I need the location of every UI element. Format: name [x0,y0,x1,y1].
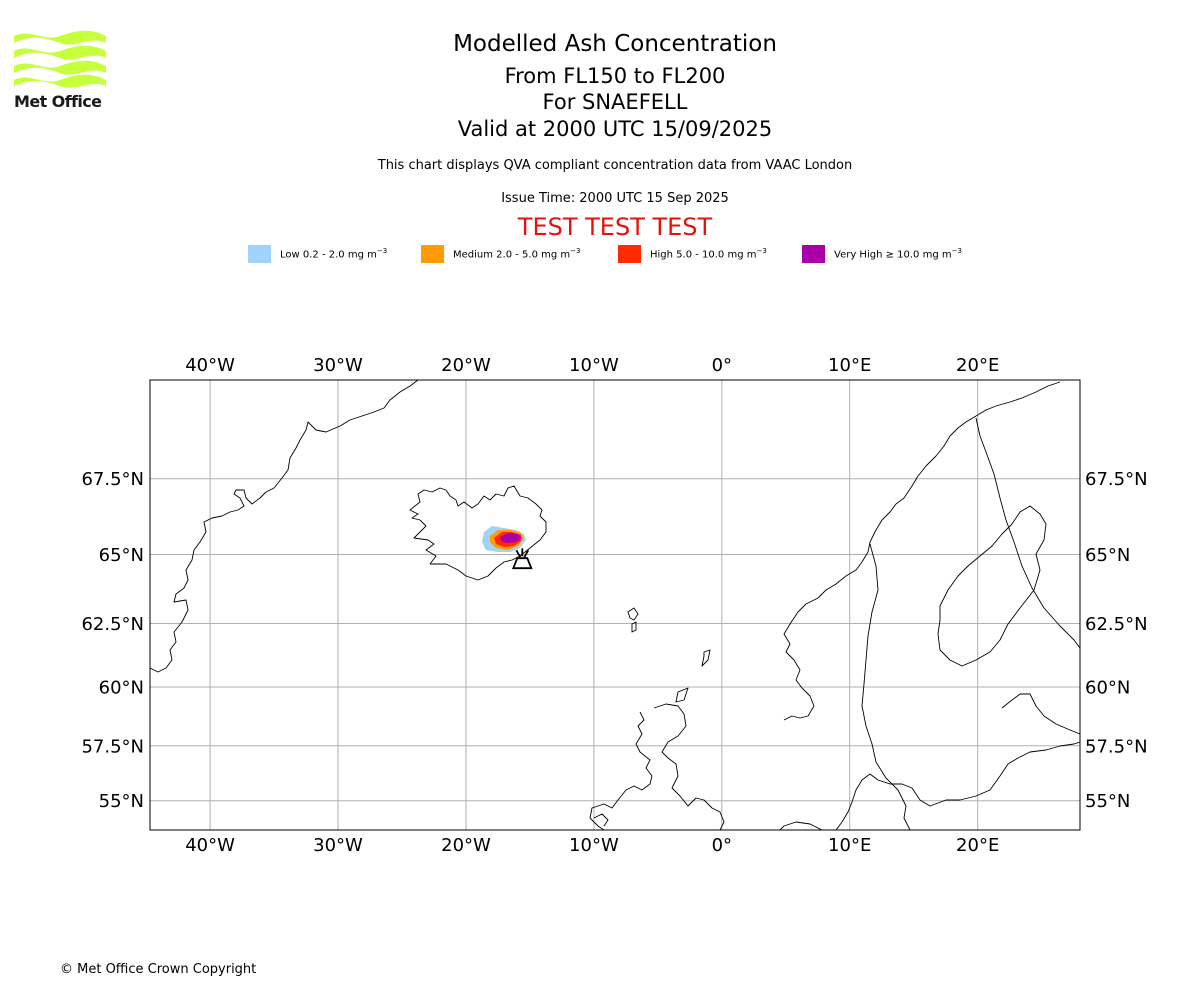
chart-description: This chart displays QVA compliant concen… [377,158,853,173]
lat-tick-label-left: 60°N [99,678,144,699]
chart-title: Modelled Ash Concentration [453,31,777,57]
lat-tick-label-left: 57.5°N [81,736,144,757]
coastline-scandinavia [783,381,1080,830]
lon-tick-label-bottom: 40°W [185,835,235,856]
gridlines [150,380,1080,830]
legend-swatch-low [248,245,271,263]
ash-area-very-high [500,533,522,543]
lon-tick-label-top: 0° [712,355,732,376]
lon-tick-label-bottom: 10°W [569,835,619,856]
tick-labels: 40°W 40°W 30°W 30°W 20°W 20°W 10°W 10°W 0° 0° 10°E… [81,355,1147,856]
coastline-greenland [150,380,419,673]
legend-swatch-very-high [802,245,825,263]
legend-label-very-high: Very High ≥ 10.0 mg m−3 [834,247,962,261]
legend-label-low: Low 0.2 - 2.0 mg m−3 [280,247,388,261]
lat-tick-label-right: 62.5°N [1085,614,1148,635]
lat-tick-label-left: 65°N [99,545,144,566]
coastline-mainland-europe [779,693,1080,830]
lon-tick-label-bottom: 20°W [441,835,491,856]
flight-level-range: From FL150 to FL200 [504,64,726,88]
lat-tick-label-right: 65°N [1085,545,1130,566]
met-office-logo-text: Met Office [14,92,102,111]
map-frame [149,379,1081,831]
coastline-faroe [627,607,639,633]
lon-tick-label-top: 20°E [956,355,999,376]
lon-tick-label-bottom: 20°E [956,835,999,856]
test-banner: TEST TEST TEST [517,213,713,241]
lon-tick-label-top: 10°W [569,355,619,376]
legend-swatch-high [618,245,641,263]
issue-time: Issue Time: 2000 UTC 15 Sep 2025 [501,191,729,206]
volcano-name: For SNAEFELL [542,90,688,114]
copyright-notice: © Met Office Crown Copyright [60,962,257,977]
lat-tick-label-right: 57.5°N [1085,736,1148,757]
lat-tick-label-left: 55°N [99,791,144,812]
lon-tick-label-top: 30°W [313,355,363,376]
coastline-britain [589,649,725,830]
legend-label-high: High 5.0 - 10.0 mg m−3 [650,247,767,261]
lon-tick-label-top: 10°E [828,355,871,376]
coastline-iceland [409,485,547,581]
valid-time: Valid at 2000 UTC 15/09/2025 [457,117,773,141]
volcano-icon [511,548,533,570]
lon-tick-label-bottom: 10°E [828,835,871,856]
legend-label-medium: Medium 2.0 - 5.0 mg m−3 [453,247,581,261]
lon-tick-label-bottom: 0° [712,835,732,856]
lon-tick-label-top: 20°W [441,355,491,376]
met-office-waves-icon [14,30,106,88]
lon-tick-label-bottom: 30°W [313,835,363,856]
lat-tick-label-right: 60°N [1085,678,1130,699]
lat-tick-label-right: 55°N [1085,791,1130,812]
legend-swatch-medium [421,245,444,263]
lat-tick-label-right: 67.5°N [1085,469,1148,490]
coastlines [150,380,1080,830]
lon-tick-label-top: 40°W [185,355,235,376]
lat-tick-label-left: 62.5°N [81,614,144,635]
ash-plume [482,526,526,552]
lat-tick-label-left: 67.5°N [81,469,144,490]
map-background [150,380,1080,830]
met-office-logo: Met Office [14,30,108,112]
